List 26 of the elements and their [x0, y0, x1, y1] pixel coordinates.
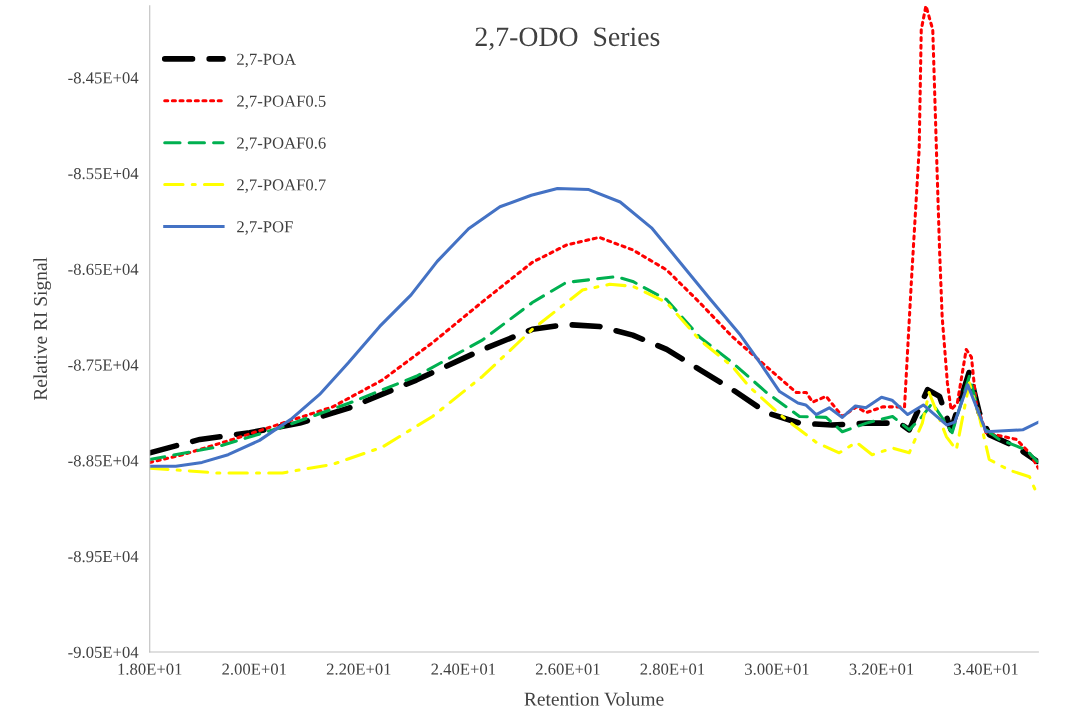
y-axis-title: Relative RI Signal: [33, 257, 51, 401]
x-tick-label: 2.80E+01: [640, 663, 705, 675]
x-tick-label: 3.20E+01: [849, 663, 914, 675]
y-tick-label: -8.45E+04: [68, 72, 139, 84]
x-tick-label: 1.80E+01: [118, 663, 182, 675]
x-tick-label: 3.00E+01: [745, 663, 809, 675]
y-tick-label: -8.85E+04: [68, 455, 139, 467]
y-tick-label: -8.55E+04: [68, 167, 139, 180]
x-axis-title: Retention Volume: [524, 692, 664, 706]
x-tick-label: 2.40E+01: [431, 663, 496, 675]
legend-label: 2,7-POAF0.7: [237, 179, 326, 193]
y-tick-label: -8.75E+04: [68, 359, 139, 371]
y-tick-label: -8.95E+04: [68, 550, 139, 563]
x-tick-label: 3.40E+01: [954, 663, 1018, 675]
x-tick-label: 2.00E+01: [222, 663, 286, 675]
line-series: [149, 275, 1039, 463]
y-tick-label: -9.05E+04: [68, 646, 139, 658]
y-tick-label: -8.65E+04: [68, 263, 139, 276]
legend-label: 2,7-POF: [237, 221, 293, 235]
legend-label: 2,7-POAF0.6: [237, 137, 326, 152]
line-series: [149, 5, 1039, 470]
legend-label: 2,7-POA: [237, 53, 296, 68]
x-tick-label: 2.60E+01: [535, 663, 600, 675]
legend-label: 2,7-POAF0.5: [237, 95, 326, 110]
x-tick-label: 2.20E+01: [326, 663, 391, 675]
text: 2,7-ODO Series: [475, 27, 660, 51]
